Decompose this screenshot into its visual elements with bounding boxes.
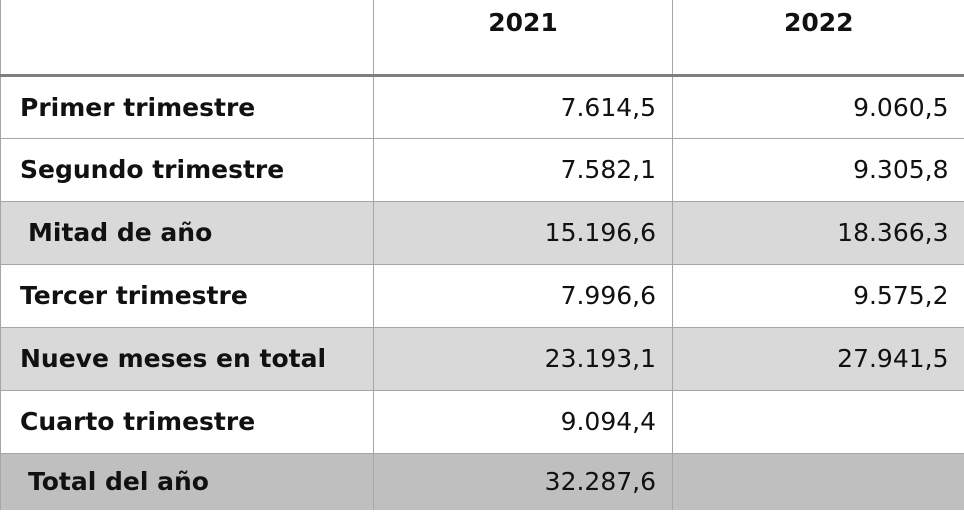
row-label: Tercer trimestre — [0, 263, 374, 328]
row-label: Mitad de año — [0, 200, 374, 265]
row-label: Primer trimestre — [0, 74, 374, 139]
row-label: Total del año — [0, 452, 374, 510]
value-cell: 27.941,5 — [672, 326, 964, 391]
table-row: Segundo trimestre 7.582,1 9.305,8 — [0, 137, 964, 202]
value-cell: 9.060,5 — [672, 74, 964, 139]
value-cell: 7.582,1 — [373, 137, 673, 202]
value-cell: 9.094,4 — [373, 389, 673, 454]
row-label: Nueve meses en total — [0, 326, 374, 391]
value-cell: 7.996,6 — [373, 263, 673, 328]
column-header: 2021 — [373, 0, 673, 77]
row-label: Segundo trimestre — [0, 137, 374, 202]
table-row: Mitad de año 15.196,6 18.366,3 — [0, 200, 964, 265]
column-header: 2022 — [672, 0, 964, 77]
value-cell: 9.305,8 — [672, 137, 964, 202]
table-row: Total del año 32.287,6 — [0, 452, 964, 510]
header-row: 2021 2022 — [0, 0, 964, 77]
corner-cell — [0, 0, 374, 77]
value-cell: 9.575,2 — [672, 263, 964, 328]
table-row: Nueve meses en total 23.193,1 27.941,5 — [0, 326, 964, 391]
table-row: Cuarto trimestre 9.094,4 — [0, 389, 964, 454]
value-cell: 7.614,5 — [373, 74, 673, 139]
empty-cell — [672, 389, 964, 454]
table-body: Primer trimestre 7.614,5 9.060,5 Segundo tr… — [0, 74, 964, 510]
value-cell: 23.193,1 — [373, 326, 673, 391]
empty-cell — [672, 452, 964, 510]
table-row: Tercer trimestre 7.996,6 9.575,2 — [0, 263, 964, 328]
value-cell: 18.366,3 — [672, 200, 964, 265]
row-label: Cuarto trimestre — [0, 389, 374, 454]
value-cell: 15.196,6 — [373, 200, 673, 265]
value-cell: 32.287,6 — [373, 452, 673, 510]
table-row: Primer trimestre 7.614,5 9.060,5 — [0, 74, 964, 139]
